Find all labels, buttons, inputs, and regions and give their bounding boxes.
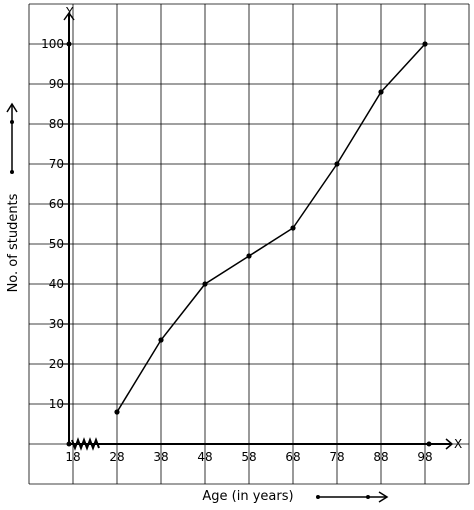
data-point	[158, 337, 164, 343]
y-axis-letter: Y	[65, 5, 74, 19]
data-point	[202, 281, 208, 287]
data-point	[114, 409, 120, 415]
x-tick-label: 28	[109, 450, 124, 464]
x-tick-label: 88	[373, 450, 388, 464]
x-direction-arrow-icon	[316, 491, 389, 503]
axis-break-icon	[71, 437, 100, 451]
y-tick-label: 60	[49, 197, 64, 211]
y-tick-label: 50	[49, 237, 64, 251]
y-direction-arrow-icon	[6, 102, 18, 174]
x-tick-label: 78	[329, 450, 344, 464]
x-tick-label: 58	[241, 450, 256, 464]
series	[116, 43, 426, 413]
data-point	[290, 225, 296, 231]
data-point	[246, 253, 252, 259]
x-axis-label: Age (in years)	[202, 489, 293, 504]
origin-point	[66, 441, 72, 447]
y-tick-label: 40	[49, 277, 64, 291]
x-axis-end-point	[426, 441, 432, 447]
data-point	[422, 41, 428, 47]
y-tick-label: 30	[49, 317, 64, 331]
x-tick-label: 68	[285, 450, 300, 464]
y-axis-arrow-icon	[63, 11, 75, 21]
x-tick-label: 38	[153, 450, 168, 464]
x-tick-label: 48	[197, 450, 212, 464]
x-axis-arrow-icon	[445, 438, 454, 450]
series-line	[116, 43, 426, 413]
y-tick-label: 70	[49, 157, 64, 171]
data-points	[114, 41, 428, 415]
x-axis-letter: X	[454, 437, 462, 451]
y-tick-label: 20	[49, 357, 64, 371]
tick-labels: 18 28 38 48 58 68 78 88 98 10 20 30 40 50 60 70 80 90 100	[41, 37, 433, 464]
data-point	[334, 161, 340, 167]
axes: X Y	[63, 5, 462, 451]
y-tick-label: 10	[49, 397, 64, 411]
x-tick-label: 18	[65, 450, 80, 464]
y-tick-label: 90	[49, 77, 64, 91]
y-axis-label: No. of students	[6, 193, 21, 292]
axis-labels: Age (in years) No. of students	[6, 102, 389, 504]
y-tick-label: 80	[49, 117, 64, 131]
grid	[28, 3, 470, 485]
data-point	[378, 89, 384, 95]
y-tick-label: 100	[41, 37, 64, 51]
x-tick-label: 98	[417, 450, 432, 464]
